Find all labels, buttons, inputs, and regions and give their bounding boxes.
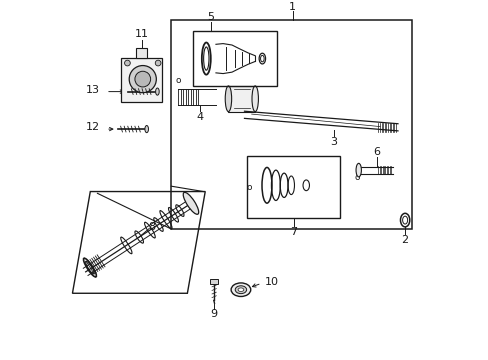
Bar: [209, 279, 218, 284]
Text: 3: 3: [329, 136, 337, 147]
Text: 8: 8: [148, 222, 155, 232]
Ellipse shape: [355, 163, 361, 177]
Ellipse shape: [231, 283, 250, 297]
Text: 2: 2: [401, 235, 408, 245]
Ellipse shape: [238, 288, 244, 292]
Circle shape: [155, 60, 161, 66]
Bar: [247, 156, 340, 218]
Text: o: o: [246, 183, 251, 192]
Text: 13: 13: [85, 85, 100, 95]
Text: 7: 7: [289, 227, 297, 237]
Ellipse shape: [235, 286, 246, 294]
Bar: [228, 86, 255, 112]
Ellipse shape: [251, 86, 258, 112]
Text: o: o: [353, 174, 359, 183]
Bar: [135, 48, 147, 58]
Text: 10: 10: [264, 277, 279, 287]
Ellipse shape: [144, 126, 148, 132]
Circle shape: [135, 71, 150, 87]
Ellipse shape: [225, 86, 231, 112]
Circle shape: [124, 60, 130, 66]
Text: 6: 6: [372, 147, 379, 157]
Text: 1: 1: [288, 2, 296, 12]
Text: 9: 9: [210, 309, 217, 319]
Bar: [171, 20, 411, 229]
Text: o: o: [175, 76, 181, 85]
Text: 5: 5: [206, 12, 214, 22]
Text: 11: 11: [134, 30, 148, 40]
Bar: [192, 31, 276, 86]
Ellipse shape: [183, 192, 198, 214]
Text: 12: 12: [85, 122, 100, 132]
Bar: [121, 58, 162, 102]
Ellipse shape: [155, 88, 159, 95]
Circle shape: [129, 66, 156, 93]
Text: 4: 4: [196, 112, 203, 122]
